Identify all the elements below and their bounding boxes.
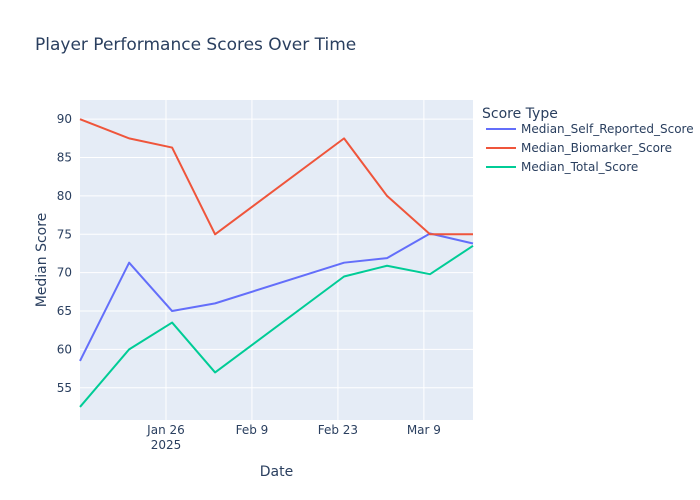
chart-title: Player Performance Scores Over Time [35, 35, 356, 55]
y-tick-label: 85 [57, 151, 72, 165]
y-tick-label: 55 [57, 381, 72, 395]
y-tick-label: 75 [57, 227, 72, 241]
y-tick-label: 60 [57, 342, 72, 356]
y-axis-title: Median Score [34, 213, 50, 308]
legend-label: Median_Biomarker_Score [521, 141, 672, 155]
grid-lines [80, 100, 473, 420]
y-tick-label: 80 [57, 189, 72, 203]
series-lines [79, 118, 474, 408]
series-line-0 [79, 232, 474, 362]
legend: Score Type Median_Self_Reported_Score Med… [482, 106, 694, 174]
x-tick-label: Jan 26 [146, 423, 185, 437]
y-tick-label: 90 [57, 112, 72, 126]
y-tick-label: 70 [57, 266, 72, 280]
legend-title: Score Type [482, 106, 558, 122]
series-line-2 [79, 244, 474, 408]
plot-area [80, 100, 473, 420]
x-tick-label: Mar 9 [407, 423, 441, 437]
legend-label: Median_Total_Score [521, 160, 638, 174]
x-tick-label: Feb 9 [236, 423, 269, 437]
x-tick-label: Feb 23 [318, 423, 358, 437]
x-axis-title: Date [260, 464, 293, 480]
legend-label: Median_Self_Reported_Score [521, 122, 694, 136]
series-line-1 [79, 118, 473, 236]
y-axis-ticks: 55 60 65 70 75 80 85 90 [57, 112, 72, 395]
x-tick-sublabel: 2025 [151, 438, 182, 452]
y-tick-label: 65 [57, 304, 72, 318]
